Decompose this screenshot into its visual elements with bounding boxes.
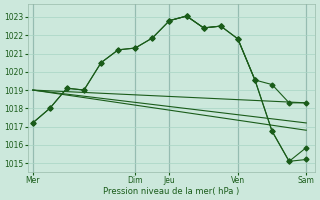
X-axis label: Pression niveau de la mer( hPa ): Pression niveau de la mer( hPa ) [103,187,239,196]
